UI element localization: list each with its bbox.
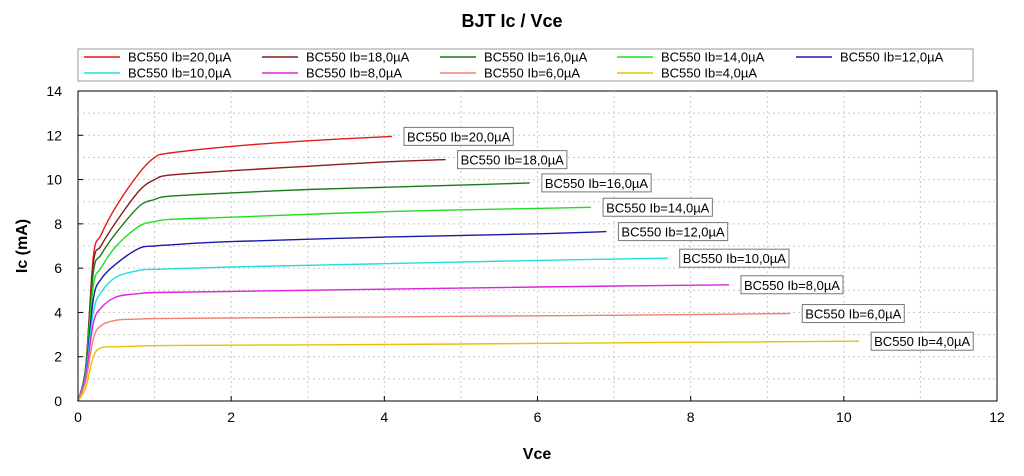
legend-label: BC550 Ib=14,0µA <box>661 50 765 65</box>
legend-item-4: BC550 Ib=12,0µA <box>796 50 944 65</box>
series-annotation-6: BC550 Ib=8,0µA <box>740 275 844 295</box>
series-annotation-text: BC550 Ib=8,0µA <box>744 278 840 293</box>
y-tick-label: 0 <box>54 393 62 409</box>
y-tick-label: 12 <box>46 127 62 143</box>
legend-item-1: BC550 Ib=18,0µA <box>262 50 410 65</box>
legend-item-7: BC550 Ib=6,0µA <box>440 66 580 81</box>
legend: BC550 Ib=20,0µA BC550 Ib=18,0µA BC550 Ib=1… <box>77 48 974 82</box>
x-tick-label: 10 <box>836 409 852 425</box>
legend-label: BC550 Ib=12,0µA <box>840 50 944 65</box>
series-annotation-box <box>679 248 790 268</box>
series-line-4 <box>77 230 607 402</box>
series-annotation-8: BC550 Ib=4,0µA <box>870 331 974 351</box>
series-annotation-box <box>541 173 652 193</box>
series-annotation-text: BC550 Ib=10,0µA <box>683 251 787 266</box>
ticks: 0 2 4 6 8 10 12 0 2 4 6 8 10 12 14 <box>46 83 1005 425</box>
series-annotation-box <box>617 222 729 242</box>
series-line-3 <box>77 206 592 402</box>
series-annotation-text: BC550 Ib=20,0µA <box>407 129 511 144</box>
series-annotation-3: BC550 Ib=14,0µA <box>602 197 713 217</box>
series-line-8 <box>77 340 860 402</box>
x-tick-label: 0 <box>74 409 82 425</box>
x-tick-label: 12 <box>989 409 1005 425</box>
y-axis-label: Ic (mA) <box>14 219 31 273</box>
series-line-7 <box>77 312 791 402</box>
series-annotation-text: BC550 Ib=16,0µA <box>545 176 649 191</box>
legend-item-0: BC550 Ib=20,0µA <box>84 50 232 65</box>
x-tick-label: 2 <box>227 409 235 425</box>
series-lines <box>77 135 860 402</box>
y-tick-label: 8 <box>54 216 62 232</box>
series-line-6 <box>77 284 730 402</box>
legend-box <box>77 48 974 82</box>
series-annotation-0: BC550 Ib=20,0µA <box>403 126 514 146</box>
legend-label: BC550 Ib=20,0µA <box>128 50 232 65</box>
series-annotation-box <box>801 304 905 324</box>
legend-label: BC550 Ib=10,0µA <box>128 66 232 81</box>
series-annotation-text: BC550 Ib=6,0µA <box>805 307 901 322</box>
series-annotation-2: BC550 Ib=16,0µA <box>541 173 652 193</box>
legend-label: BC550 Ib=4,0µA <box>661 66 757 81</box>
legend-label: BC550 Ib=16,0µA <box>484 50 588 65</box>
series-annotation-1: BC550 Ib=18,0µA <box>457 150 568 170</box>
y-tick-label: 14 <box>46 83 62 99</box>
series-annotation-text: BC550 Ib=14,0µA <box>606 200 710 215</box>
series-annotation-box <box>457 150 568 170</box>
legend-label: BC550 Ib=18,0µA <box>306 50 410 65</box>
series-annotation-text: BC550 Ib=12,0µA <box>621 225 725 240</box>
x-axis-label: Vce <box>523 446 552 463</box>
legend-label: BC550 Ib=8,0µA <box>306 66 402 81</box>
series-line-5 <box>77 257 668 402</box>
legend-item-5: BC550 Ib=10,0µA <box>84 66 232 81</box>
series-annotation-4: BC550 Ib=12,0µA <box>617 222 729 242</box>
x-tick-label: 8 <box>687 409 695 425</box>
series-annotation-box <box>870 331 974 351</box>
series-annotation-box <box>403 126 514 146</box>
legend-item-8: BC550 Ib=4,0µA <box>617 66 757 81</box>
series-annotation-7: BC550 Ib=6,0µA <box>801 304 905 324</box>
y-tick-label: 6 <box>54 260 62 276</box>
series-annotation-text: BC550 Ib=4,0µA <box>874 334 970 349</box>
series-line-2 <box>77 182 530 402</box>
y-tick-label: 10 <box>46 172 62 188</box>
legend-item-3: BC550 Ib=14,0µA <box>617 50 765 65</box>
x-tick-label: 4 <box>380 409 388 425</box>
legend-item-6: BC550 Ib=8,0µA <box>262 66 402 81</box>
series-annotation-text: BC550 Ib=18,0µA <box>461 153 565 168</box>
series-annotation-box <box>602 197 713 217</box>
series-annotation-box <box>740 275 844 295</box>
legend-label: BC550 Ib=6,0µA <box>484 66 580 81</box>
y-tick-label: 4 <box>54 304 62 320</box>
annotations: BC550 Ib=20,0µA BC550 Ib=18,0µA BC550 Ib=1… <box>403 126 974 351</box>
legend-item-2: BC550 Ib=16,0µA <box>440 50 588 65</box>
y-tick-label: 2 <box>54 349 62 365</box>
x-tick-label: 6 <box>534 409 542 425</box>
series-annotation-5: BC550 Ib=10,0µA <box>679 248 790 268</box>
chart-title: BJT Ic / Vce <box>461 11 562 31</box>
